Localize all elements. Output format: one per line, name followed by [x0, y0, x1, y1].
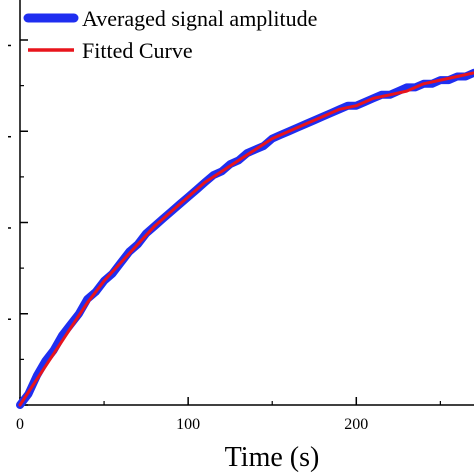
series-line-averaged-signal-amplitude — [16, 68, 474, 409]
series-line-fitted-curve — [18, 71, 474, 407]
axis-ticks — [8, 39, 441, 406]
series-layer — [16, 68, 474, 409]
plot-frame — [19, 0, 474, 406]
legend: Averaged signal amplitude Fitted Curve — [23, 6, 317, 63]
legend-label-averaged-signal: Averaged signal amplitude — [82, 6, 317, 31]
x-tick-label: 200 — [344, 416, 368, 433]
x-axis-title: Time (s) — [225, 442, 320, 473]
x-tick-label: 100 — [176, 416, 200, 433]
legend-label-fitted-curve: Fitted Curve — [82, 38, 193, 63]
x-tick-labels: 0 100 200 — [16, 416, 368, 433]
x-tick-label: 0 — [16, 416, 24, 433]
